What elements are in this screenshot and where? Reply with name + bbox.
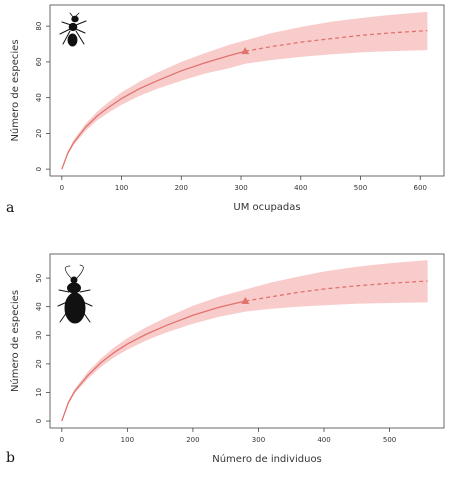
x-tick-label: 200 <box>175 184 188 192</box>
x-axis-label: UM ocupadas <box>233 202 300 213</box>
y-tick-label: 30 <box>35 331 43 340</box>
x-tick-label: 500 <box>383 436 396 444</box>
x-tick-label: 0 <box>60 184 64 192</box>
y-axis-label: Número de especies <box>9 290 21 392</box>
beetle-icon <box>57 264 93 324</box>
y-tick-label: 40 <box>35 302 43 311</box>
x-tick-label: 200 <box>186 436 199 444</box>
y-axis-label: Número de especies <box>9 39 21 141</box>
chart-b-svg: 0 100 200 300 400 500 0 10 20 30 40 50 Número de ind… <box>9 253 445 465</box>
y-tick-label: 0 <box>35 167 43 171</box>
confidence-band <box>61 260 428 421</box>
y-tick-label: 50 <box>35 274 43 283</box>
chart-panel-b: 0 100 200 300 400 500 0 10 20 30 40 50 Número de ind… <box>0 248 454 474</box>
y-tick-label: 80 <box>35 22 43 31</box>
y-tick-label: 10 <box>35 388 43 397</box>
plot-frame <box>49 4 445 177</box>
x-tick-label: 500 <box>354 184 367 192</box>
y-tick-label: 60 <box>35 57 43 66</box>
y-tick-label: 40 <box>35 93 43 102</box>
x-tick-label: 0 <box>60 436 64 444</box>
x-tick-label: 300 <box>252 436 265 444</box>
chart-panel-a: 0 100 200 300 400 500 600 0 20 40 60 80 UM ocupadas N… <box>0 0 454 232</box>
observed-point-marker <box>241 47 250 55</box>
extrapolation-line <box>245 29 428 52</box>
x-axis-label: Número de individuos <box>212 453 322 465</box>
plot-frame <box>49 253 445 429</box>
panel-letter-a: a <box>6 200 15 216</box>
y-tick-label: 20 <box>35 129 43 138</box>
observed-point-marker <box>241 296 250 304</box>
x-tick-label: 100 <box>115 184 128 192</box>
y-tick-label: 20 <box>35 359 43 368</box>
ant-icon <box>59 12 87 47</box>
x-tick-label: 400 <box>317 436 330 444</box>
chart-a-svg: 0 100 200 300 400 500 600 0 20 40 60 80 UM ocupadas N… <box>9 4 445 213</box>
rarefaction-line <box>61 300 246 422</box>
panel-letter-b: b <box>6 450 15 466</box>
x-tick-label: 600 <box>414 184 427 192</box>
x-tick-label: 100 <box>121 436 134 444</box>
x-tick-label: 400 <box>294 184 307 192</box>
extrapolation-line <box>245 280 428 302</box>
x-tick-label: 300 <box>234 184 247 192</box>
confidence-band <box>61 11 428 170</box>
y-tick-label: 0 <box>35 419 43 423</box>
rarefaction-line <box>61 50 246 170</box>
